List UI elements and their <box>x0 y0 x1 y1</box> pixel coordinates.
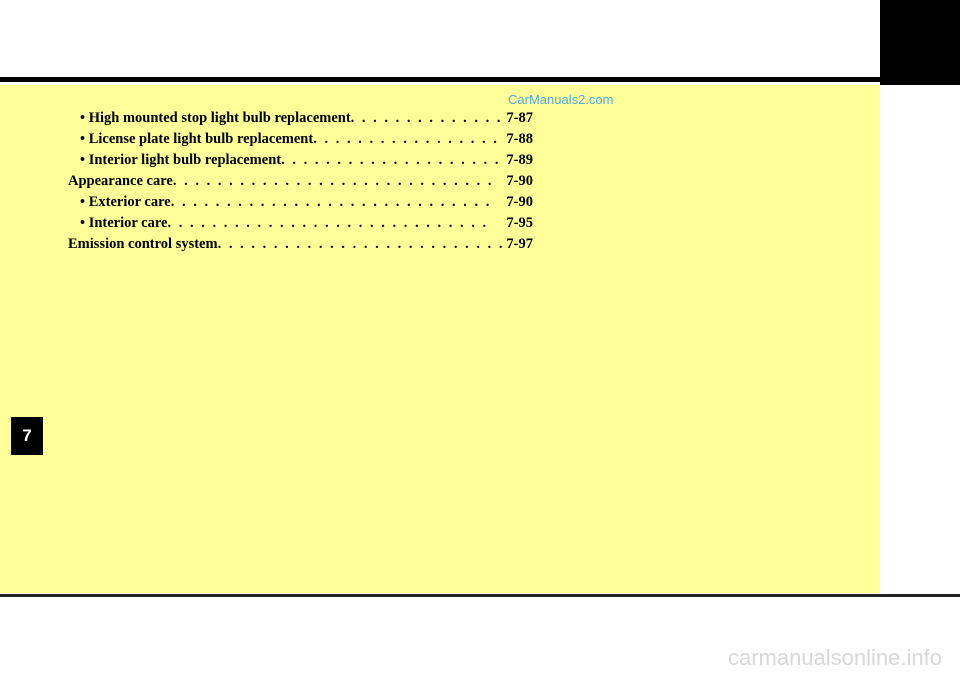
toc-entry: Emission control system . . . . . . . . … <box>68 234 533 255</box>
toc-page: 7-88 <box>502 129 533 150</box>
toc-page: 7-87 <box>502 108 533 129</box>
toc-entry: • High mounted stop light bulb replaceme… <box>68 108 533 129</box>
toc-entry: • Exterior care . . . . . . . . . . . . … <box>68 192 533 213</box>
toc-label: Emission control system <box>68 234 218 255</box>
top-divider <box>0 77 880 82</box>
watermark-bottom: carmanualsonline.info <box>728 645 942 671</box>
bottom-divider <box>0 594 960 597</box>
toc-dots: . . . . . . . . . . . . . . . . . . . . … <box>218 234 503 255</box>
toc-label: Appearance care <box>68 171 173 192</box>
toc-dots: . . . . . . . . . . . . . . . . . . . . … <box>313 129 502 150</box>
toc-page: 7-97 <box>502 234 533 255</box>
toc-dots: . . . . . . . . . . . . . . . . . . . . … <box>167 213 502 234</box>
toc-page: 7-95 <box>502 213 533 234</box>
toc-dots: . . . . . . . . . . . . . . . . . . . . … <box>351 108 503 129</box>
table-of-contents: • High mounted stop light bulb replaceme… <box>68 108 533 255</box>
toc-entry: • Interior light bulb replacement . . . … <box>68 150 533 171</box>
toc-label: • License plate light bulb replacement <box>80 129 313 150</box>
toc-dots: . . . . . . . . . . . . . . . . . . . . … <box>171 192 503 213</box>
toc-label: • Exterior care <box>80 192 171 213</box>
toc-dots: . . . . . . . . . . . . . . . . . . . . … <box>281 150 502 171</box>
chapter-tab: 7 <box>11 417 43 455</box>
toc-label: • Interior care <box>80 213 167 234</box>
toc-entry: Appearance care . . . . . . . . . . . . … <box>68 171 533 192</box>
toc-page: 7-90 <box>502 171 533 192</box>
toc-dots: . . . . . . . . . . . . . . . . . . . . … <box>173 171 503 192</box>
toc-entry: • Interior care . . . . . . . . . . . . … <box>68 213 533 234</box>
toc-entry: • License plate light bulb replacement .… <box>68 129 533 150</box>
toc-label: • Interior light bulb replacement <box>80 150 281 171</box>
watermark-top: CarManuals2.com <box>508 92 614 107</box>
header-black-corner <box>880 0 960 85</box>
toc-page: 7-89 <box>502 150 533 171</box>
toc-page: 7-90 <box>502 192 533 213</box>
toc-label: • High mounted stop light bulb replaceme… <box>80 108 351 129</box>
